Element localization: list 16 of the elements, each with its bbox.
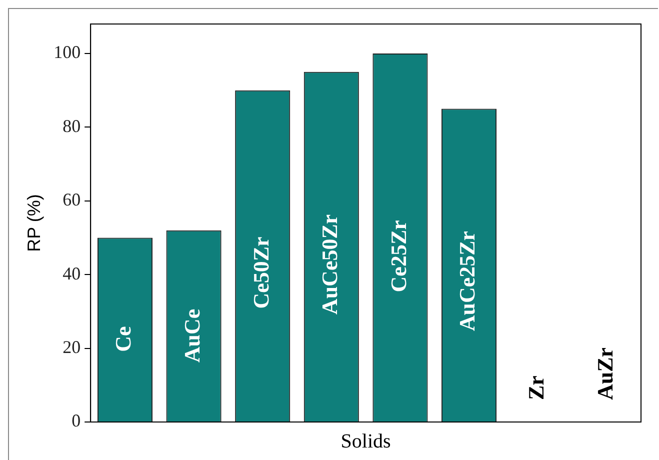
x-tick-label: AuCe50Zr: [317, 214, 342, 315]
x-tick-label: Ce25Zr: [386, 220, 411, 292]
x-axis-title: Solids: [340, 430, 392, 452]
y-tick-label: 60: [62, 190, 81, 210]
y-tick-label: 80: [62, 116, 81, 136]
y-tick-label: 20: [62, 337, 81, 358]
y-axis-title: RP (%): [24, 194, 44, 252]
y-tick-label: 100: [54, 42, 81, 62]
x-tick-label: AuCe25Zr: [454, 230, 480, 332]
x-tick-label: Ce: [110, 326, 136, 352]
x-tick-label: AuCe: [179, 308, 204, 363]
y-tick-label: 0: [72, 410, 81, 431]
x-tick-label: Ce50Zr: [248, 236, 274, 309]
x-tick-label: AuZr: [592, 347, 618, 400]
y-tick-label: 40: [62, 263, 81, 284]
x-tick-label: Zr: [523, 375, 548, 400]
